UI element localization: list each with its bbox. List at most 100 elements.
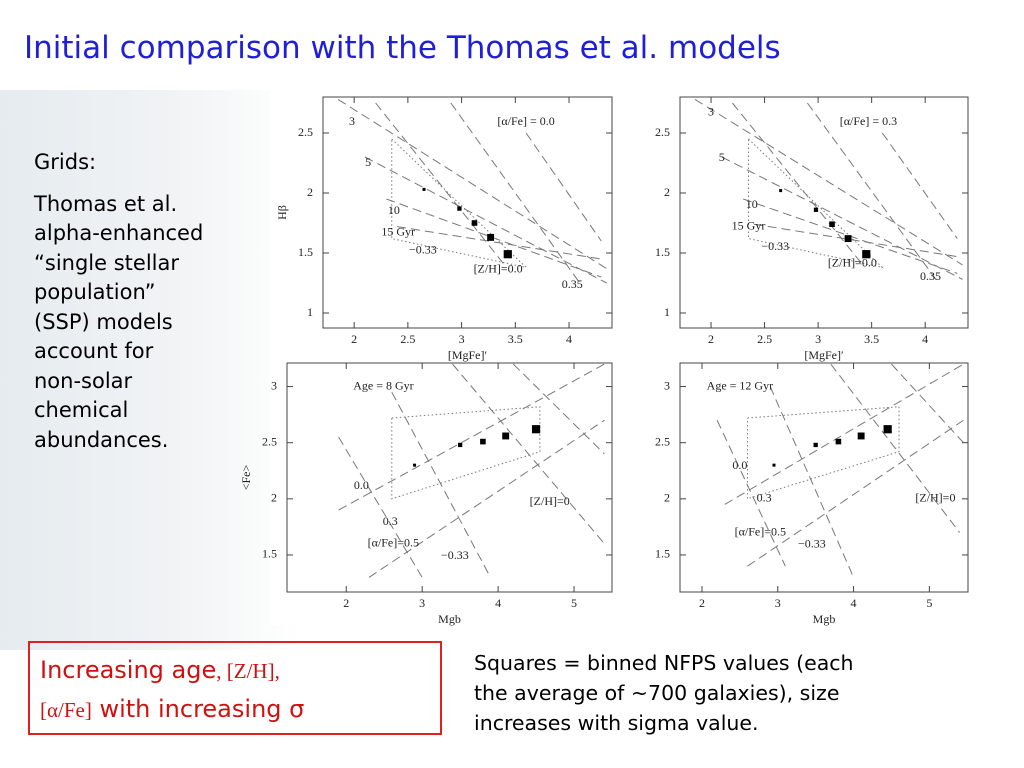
data-point	[531, 425, 541, 434]
x-tick-label: 4	[495, 596, 501, 610]
annotation: 0.3	[383, 514, 398, 528]
annotation: 5	[719, 150, 725, 164]
x-tick-label: 4	[922, 332, 928, 346]
y-tick-label: 1.5	[262, 547, 277, 561]
y-tick-label: 2	[307, 185, 313, 199]
annotation: 3	[349, 114, 355, 128]
y-tick-label: 3	[664, 378, 670, 392]
body-line: (SSP) models	[34, 309, 173, 334]
x-tick-label: 2.5	[400, 332, 415, 346]
y-tick-label: 3	[271, 378, 277, 392]
y-tick-label: 2	[271, 491, 277, 505]
annotation: −0.33	[441, 548, 469, 562]
data-point	[457, 206, 462, 211]
background	[0, 90, 300, 650]
data-point	[413, 463, 417, 467]
box-text: Increasing age	[40, 656, 217, 684]
data-point	[829, 221, 835, 227]
x-axis-label: Mgb	[813, 612, 836, 626]
annotation: 10	[746, 197, 758, 211]
data-point	[779, 189, 783, 193]
data-point	[883, 425, 892, 434]
body-line: Thomas et al.	[34, 191, 178, 216]
data-point	[457, 442, 463, 448]
annotation: −0.33	[409, 242, 437, 256]
body-line: population”	[34, 280, 156, 304]
annotation: [α/Fe] = 0.3	[840, 114, 897, 128]
model-line	[364, 156, 607, 284]
annotation: −0.33	[761, 239, 789, 253]
data-point	[480, 438, 486, 445]
y-axis-label: <Fe>	[239, 465, 253, 491]
dotted-box	[748, 138, 884, 269]
annotation: 0.3	[757, 491, 772, 505]
note: Squares = binned NFPS values (each the av…	[474, 648, 854, 738]
y-tick-label: 2.5	[298, 125, 313, 139]
dotted-box	[391, 406, 541, 500]
plot-frame	[286, 362, 613, 593]
note-line: increases with sigma value.	[474, 711, 759, 735]
y-tick-label: 2.5	[655, 125, 670, 139]
annotation: [Z/H]=0	[915, 491, 955, 505]
annotation: −0.33	[798, 537, 826, 551]
annotation: 0.35	[920, 269, 941, 283]
data-point	[862, 250, 871, 259]
plot-frame	[679, 96, 969, 329]
box-text: with increasing σ	[91, 695, 305, 723]
note-line: Squares = binned NFPS values (each	[474, 651, 854, 675]
model-line	[368, 419, 605, 578]
y-tick-label: 2	[664, 185, 670, 199]
annotation: [α/Fe] = 0.0	[497, 114, 554, 128]
slide-title: Initial comparison with the Thomas et al…	[24, 30, 781, 66]
annotation: [Z/H]=0.0	[474, 262, 523, 276]
plot-frame	[679, 362, 969, 593]
dotted-box	[746, 406, 900, 500]
x-tick-label: 3	[815, 332, 821, 346]
data-point	[813, 442, 818, 448]
x-tick-label: 3.5	[508, 332, 523, 346]
y-tick-label: 1	[664, 305, 670, 319]
data-point	[422, 187, 426, 191]
x-tick-label: 3	[459, 332, 465, 346]
model-line	[391, 391, 491, 578]
data-point	[844, 235, 852, 243]
model-line	[830, 363, 961, 533]
model-line	[769, 386, 855, 578]
annotation: 10	[388, 203, 400, 217]
annotation: 0.0	[732, 458, 747, 472]
x-tick-label: 2	[343, 596, 349, 610]
model-line	[881, 132, 958, 239]
annotation: [Z/H]=0.0	[828, 256, 877, 270]
data-point	[487, 233, 495, 241]
y-tick-label: 2	[664, 491, 670, 505]
x-axis-label: [MgFe]′	[448, 348, 488, 362]
model-line	[747, 419, 964, 567]
data-point	[471, 220, 478, 226]
x-tick-label: 2	[351, 332, 357, 346]
x-tick-label: 5	[926, 596, 932, 610]
data-point	[813, 207, 819, 212]
x-tick-label: 2	[708, 332, 714, 346]
model-line	[397, 226, 602, 260]
model-line	[721, 156, 963, 280]
model-line	[450, 102, 581, 284]
x-tick-label: 2	[699, 596, 705, 610]
x-tick-label: 4	[851, 596, 857, 610]
annotation: 15 Gyr	[732, 218, 766, 232]
data-point	[502, 432, 510, 440]
heading: Grids:	[34, 150, 97, 174]
box-text: [α/Fe]	[40, 698, 92, 722]
y-tick-label: 1.5	[655, 547, 670, 561]
x-axis-label: Mgb	[438, 612, 461, 626]
x-tick-label: 5	[571, 596, 577, 610]
x-axis-label: [MgFe]′	[804, 348, 844, 362]
data-point	[835, 438, 842, 445]
model-line	[891, 363, 964, 444]
annotation: 5	[365, 155, 371, 169]
model-line	[724, 363, 964, 505]
body-line: account for	[34, 339, 154, 363]
y-tick-label: 1	[307, 305, 313, 319]
y-tick-label: 2.5	[655, 434, 670, 448]
